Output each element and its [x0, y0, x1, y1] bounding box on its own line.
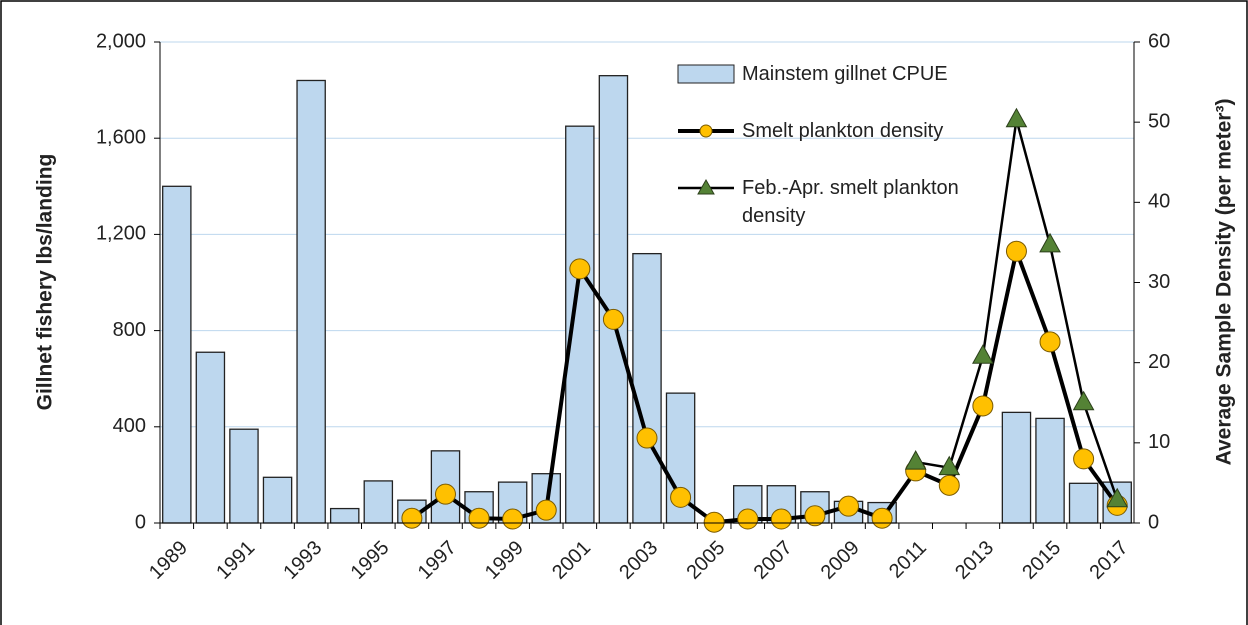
x-tick-label: 2017: [1085, 537, 1132, 584]
x-tick-label: 1991: [212, 537, 259, 584]
bar: [329, 507, 360, 524]
y2-tick-label: 50: [1148, 110, 1170, 132]
x-tick-label: 1995: [347, 537, 394, 584]
x-tick-label: 2009: [817, 537, 864, 584]
marker: [670, 486, 692, 508]
bar: [565, 125, 595, 524]
x-tick-label: 2005: [682, 537, 729, 584]
legend-label: Smelt plankton density: [742, 120, 944, 142]
x-tick-label: 1993: [279, 537, 326, 584]
y2-tick-label: 40: [1148, 191, 1170, 213]
y2-tick-label: 60: [1148, 30, 1170, 52]
legend-entry: Smelt plankton density: [742, 120, 944, 142]
marker: [838, 495, 860, 517]
bar: [1068, 482, 1099, 524]
bar: [1035, 417, 1065, 524]
x-tick-label: 1989: [145, 537, 192, 584]
bar: [363, 480, 394, 524]
bar: [598, 75, 629, 524]
x-tick-label: 2007: [750, 537, 797, 584]
y-tick-label: 0: [135, 511, 146, 533]
marker: [804, 505, 826, 527]
marker: [1072, 390, 1095, 411]
y2-tick-label: 0: [1148, 511, 1159, 533]
y-tick-label: 2,000: [96, 30, 146, 52]
legend-label: Feb.-Apr. smelt plankton density: [742, 177, 959, 227]
y-tick-label: 400: [113, 415, 146, 437]
legend-swatch: [677, 64, 735, 84]
x-tick-label: 2011: [885, 537, 931, 583]
marker: [1073, 448, 1095, 470]
legend-entry: Feb.-Apr. smelt plankton density: [742, 177, 959, 227]
marker: [434, 483, 456, 505]
legend-label: Mainstem gillnet CPUE: [742, 63, 948, 85]
y2-tick-label: 20: [1148, 351, 1170, 373]
marker: [871, 507, 893, 529]
marker: [602, 308, 624, 330]
marker: [1039, 331, 1061, 353]
marker: [703, 511, 725, 533]
y2-tick-label: 10: [1148, 431, 1170, 453]
marker: [569, 258, 591, 280]
bar: [1001, 411, 1032, 524]
marker: [1039, 232, 1061, 253]
marker: [938, 474, 960, 496]
marker: [535, 499, 557, 521]
x-tick-label: 2015: [1018, 537, 1065, 584]
y-tick-label: 800: [113, 319, 146, 341]
legend-entry: Mainstem gillnet CPUE: [742, 63, 948, 85]
line: [410, 244, 1119, 525]
marker: [636, 427, 658, 449]
x-tick-label: 1997: [414, 537, 461, 584]
marker: [1005, 240, 1027, 262]
bar: [632, 252, 662, 524]
x-tick-label: 1999: [481, 537, 528, 584]
marker: [904, 450, 927, 470]
marker: [770, 508, 792, 530]
x-tick-label: 2003: [615, 537, 662, 584]
x-tick-label: 2001: [548, 537, 595, 584]
marker: [502, 508, 524, 530]
marker: [737, 508, 759, 530]
bar: [162, 185, 192, 524]
marker: [1106, 487, 1129, 508]
y-tick-label: 1,200: [96, 223, 146, 245]
bar: [262, 476, 293, 524]
x-tick-label: 2013: [951, 537, 998, 584]
marker: [972, 395, 994, 417]
marker: [972, 344, 994, 364]
marker: [938, 455, 961, 476]
marker: [468, 507, 490, 529]
y2-axis-label: Average Sample Density (per meter³): [1213, 99, 1236, 466]
bar: [229, 428, 259, 524]
y-tick-label: 1,600: [96, 126, 146, 148]
y-axis-label: Gillnet fishery lbs/landing: [34, 154, 57, 411]
bar: [195, 351, 226, 524]
marker: [1005, 107, 1028, 128]
bar: [296, 79, 326, 524]
legend-marker: [699, 124, 713, 138]
marker: [401, 507, 423, 529]
y2-tick-label: 30: [1148, 271, 1170, 293]
legend-marker: [697, 178, 715, 195]
